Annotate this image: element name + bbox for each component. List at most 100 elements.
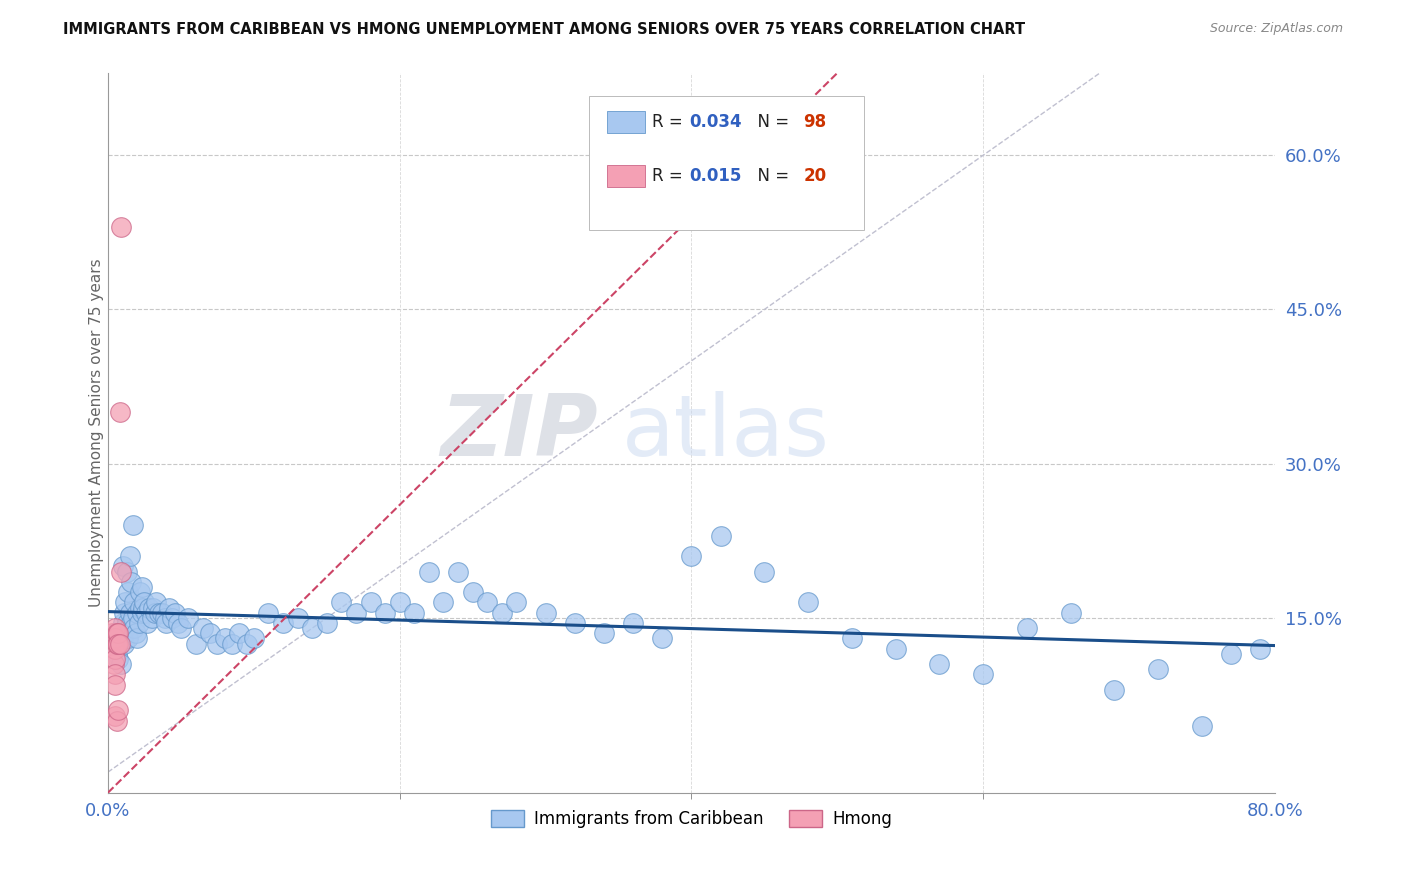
Point — [111, 632, 134, 646]
Point — [104, 621, 127, 635]
Point — [104, 678, 127, 692]
Point — [198, 626, 221, 640]
Point — [477, 595, 499, 609]
Point — [114, 621, 136, 635]
Point — [1220, 647, 1243, 661]
Point — [111, 615, 134, 630]
Point — [107, 703, 129, 717]
Text: R =: R = — [652, 167, 688, 185]
Point — [157, 600, 180, 615]
Point — [651, 632, 673, 646]
Point — [118, 606, 141, 620]
Point — [1060, 606, 1083, 620]
Point — [110, 220, 132, 235]
Point — [118, 549, 141, 564]
Point — [150, 606, 173, 620]
Point — [108, 637, 131, 651]
Point — [418, 565, 440, 579]
Point — [104, 667, 127, 681]
Point — [120, 615, 142, 630]
Point — [564, 615, 586, 630]
Point — [315, 615, 337, 630]
Point — [107, 652, 129, 666]
Point — [135, 606, 157, 620]
Text: IMMIGRANTS FROM CARIBBEAN VS HMONG UNEMPLOYMENT AMONG SENIORS OVER 75 YEARS CORR: IMMIGRANTS FROM CARIBBEAN VS HMONG UNEMP… — [63, 22, 1025, 37]
Point — [1104, 682, 1126, 697]
Point — [841, 632, 863, 646]
Text: 20: 20 — [803, 167, 827, 185]
Point — [257, 606, 280, 620]
Point — [165, 606, 187, 620]
Point — [115, 615, 138, 630]
Point — [505, 595, 527, 609]
Point — [191, 621, 214, 635]
Point — [170, 621, 193, 635]
Text: N =: N = — [748, 113, 794, 131]
Point — [928, 657, 950, 672]
Point — [108, 405, 131, 419]
Point — [121, 611, 143, 625]
Point — [141, 611, 163, 625]
Point — [110, 565, 132, 579]
FancyBboxPatch shape — [607, 165, 645, 186]
Point — [177, 611, 200, 625]
Point — [754, 565, 776, 579]
Point — [271, 615, 294, 630]
Point — [111, 559, 134, 574]
Point — [884, 641, 907, 656]
Point — [534, 606, 557, 620]
Point — [122, 621, 145, 635]
Point — [103, 641, 125, 656]
Point — [138, 600, 160, 615]
Point — [127, 632, 149, 646]
Point — [681, 549, 703, 564]
Point — [129, 600, 152, 615]
Point — [127, 606, 149, 620]
Point — [125, 626, 148, 640]
Point — [107, 637, 129, 651]
Point — [104, 652, 127, 666]
Point — [1147, 662, 1170, 676]
Point — [447, 565, 470, 579]
Point — [344, 606, 367, 620]
Point — [388, 595, 411, 609]
Point — [621, 615, 644, 630]
Point — [214, 632, 236, 646]
Point — [105, 714, 128, 728]
Text: 0.034: 0.034 — [689, 113, 742, 131]
Point — [228, 626, 250, 640]
Point — [101, 626, 124, 640]
Text: ZIP: ZIP — [440, 392, 598, 475]
Point — [360, 595, 382, 609]
Point — [972, 667, 994, 681]
Y-axis label: Unemployment Among Seniors over 75 years: Unemployment Among Seniors over 75 years — [90, 259, 104, 607]
FancyBboxPatch shape — [607, 112, 645, 133]
Point — [1015, 621, 1038, 635]
Point — [461, 585, 484, 599]
Point — [593, 626, 616, 640]
Point — [243, 632, 266, 646]
Point — [104, 632, 127, 646]
Point — [797, 595, 820, 609]
Legend: Immigrants from Caribbean, Hmong: Immigrants from Caribbean, Hmong — [484, 803, 898, 835]
Text: Source: ZipAtlas.com: Source: ZipAtlas.com — [1209, 22, 1343, 36]
Point — [104, 641, 127, 656]
Point — [122, 595, 145, 609]
Point — [114, 595, 136, 609]
Point — [330, 595, 353, 609]
Point — [301, 621, 323, 635]
Text: 0.015: 0.015 — [689, 167, 741, 185]
Point — [129, 585, 152, 599]
Point — [1191, 719, 1213, 733]
Point — [105, 637, 128, 651]
FancyBboxPatch shape — [589, 96, 865, 230]
Point — [112, 606, 135, 620]
Point — [155, 615, 177, 630]
Point — [207, 637, 229, 651]
Point — [167, 615, 190, 630]
Text: N =: N = — [748, 167, 794, 185]
Point — [404, 606, 426, 620]
Point — [107, 626, 129, 640]
Point — [143, 606, 166, 620]
Text: 98: 98 — [803, 113, 827, 131]
